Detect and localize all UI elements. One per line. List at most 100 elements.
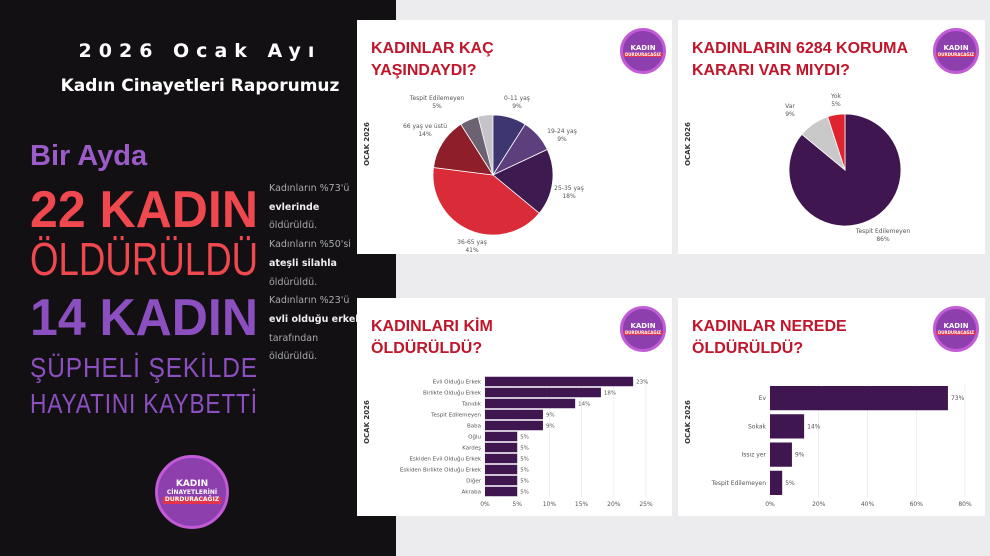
bar [485,453,518,464]
bar [770,414,805,439]
slice-value: 9% [785,111,795,118]
x-tick-label: 10% [543,501,557,508]
x-tick-label: 0% [765,501,775,508]
bar [485,442,518,453]
category-label: Akraba [462,490,481,496]
chart-title: KADINLAR NEREDE ÖLDÜRÜLDÜ? [692,318,847,357]
protection-chart-card: KADINLARIN 6284 KORUMA KARARI VAR MIYDI?… [678,20,985,254]
bir-ayda: Bir Ayda [30,140,148,172]
chart-title: KADINLAR KAÇ YAŞINDAYDI? [371,40,494,79]
slice-label: 25-35 yaş [554,185,584,192]
bar [485,475,518,486]
bar-value-label: 5% [520,435,529,441]
bar-value-label: 73% [951,395,965,402]
bar [770,470,783,495]
side-facts: Kadınların %73'ü evlerinde öldürüldü. Ka… [269,183,362,363]
suspicious-count: 14 KADIN [30,289,258,347]
bar [485,387,601,398]
x-tick-label: 20% [812,501,826,508]
location-chart-card: KADINLAR NEREDE ÖLDÜRÜLDÜ? OCAK 2026 KADIN… [678,298,985,516]
slice-label: 19-24 yaş [547,128,577,135]
bar-value-label: 5% [520,490,529,496]
pie-slice [460,116,494,176]
category-label: Sokak [748,423,767,430]
pie-slice [492,148,554,214]
x-tick-label: 80% [958,501,972,508]
category-label: Baba [467,424,481,430]
bar-value-label: 9% [546,424,555,430]
x-tick-label: 40% [861,501,875,508]
bar [485,398,576,409]
bar-value-label: 18% [604,391,616,397]
bar [485,420,543,431]
x-tick-label: 15% [575,501,589,508]
slice-value: 18% [562,193,576,200]
slice-value: 5% [831,101,841,108]
perpetrator-chart-card: KADINLARI KİM ÖLDÜRÜLDÜ? OCAK 2026 KADIN DU… [357,298,672,516]
bar [485,486,518,497]
bar-value-label: 5% [520,468,529,474]
chart-title: KADINLARIN 6284 KORUMA KARARI VAR MIYDI? [692,40,908,79]
slice-value: 41% [465,247,479,254]
slice-label: Tespit Edilemeyen [855,228,911,235]
campaign-logo: KADIN DURDURACAĞIZ [933,306,979,352]
bar-chart: 0% 5% 10% 15% 20% 25% Evli Olduğu Erkek 23% Birl… [400,376,653,508]
category-label: Tespit Edilemeyen [430,413,481,419]
slice-label: 36-65 yaş [457,239,487,246]
category-label: Diğer [466,478,482,485]
suspicious-line-2: HAYATINI KAYBETTİ [30,388,258,419]
bar [770,386,948,411]
suspicious-line-1: ŞÜPHELİ ŞEKİLDE [30,352,259,383]
category-label: Oğlu [468,434,481,441]
x-tick-label: 25% [639,501,653,508]
x-tick-label: 5% [512,501,522,508]
category-label: Issız yer [742,452,767,459]
category-label: Kardeş [462,446,481,452]
pie-slice [827,113,846,171]
bar-value-label: 14% [807,423,821,430]
bar-value-label: 9% [546,413,555,419]
bar [485,431,518,442]
slice-value: 9% [512,103,522,110]
bar-value-label: 5% [785,480,795,487]
campaign-logo: KADIN DURDURACAĞIZ [620,306,666,352]
bar-value-label: 9% [795,452,805,459]
bar-value-label: 23% [636,380,648,386]
slice-label: Var [785,103,795,110]
x-tick-label: 20% [607,501,621,508]
category-label: Tanıdık [461,402,482,408]
bar [770,442,792,467]
report-year: 2026 Ocak Ayı [78,40,322,62]
category-label: Eskiden Birlikte Olduğu Erkek [400,467,482,474]
killed-label: ÖLDÜRÜLDÜ [30,233,259,285]
pie-slice [433,123,494,176]
category-label: Tespit Edilemeyen [711,480,767,487]
x-tick-label: 60% [910,501,924,508]
summary-panel: 2026 Ocak Ayı Kadın Cinayetleri Raporumu… [0,0,396,556]
slice-label: 0-11 yaş [504,95,530,102]
bar-value-label: 5% [520,446,529,452]
age-chart-card: KADINLAR KAÇ YAŞINDAYDI? OCAK 2026 KADIN DU… [357,20,672,254]
bar [485,464,518,475]
bar-value-label: 5% [520,457,529,463]
slice-label: Yok [830,93,842,100]
chart-title: KADINLARI KİM ÖLDÜRÜLDÜ? [371,318,493,357]
category-label: Ev [759,395,767,402]
bar-value-label: 5% [520,479,529,485]
category-label: Eskiden Evli Olduğu Erkek [409,456,481,463]
category-label: Birlikte Olduğu Erkek [423,390,482,397]
slice-label: Tespit Edilemeyen [409,95,465,102]
campaign-logo: KADIN DURDURACAĞIZ [620,28,666,74]
bar [485,409,543,420]
campaign-logo: KADIN CİNAYETLERİNİ DURDURACAĞIZ [155,455,229,529]
slice-value: 9% [557,136,567,143]
category-label: Evli Olduğu Erkek [433,379,482,386]
slice-value: 14% [418,131,432,138]
x-tick-label: 0% [480,501,490,508]
pie-slice [432,167,540,236]
slice-label: 66 yaş ve üstü [403,123,447,130]
killed-count: 22 KADIN [30,181,258,239]
bar [485,376,634,387]
